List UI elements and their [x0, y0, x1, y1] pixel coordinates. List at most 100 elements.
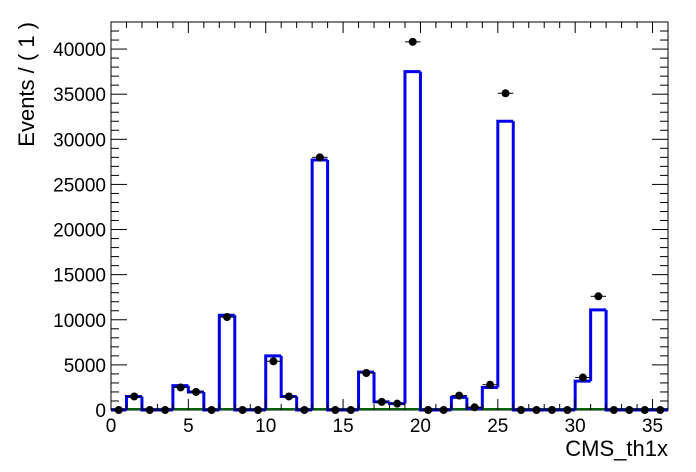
- model-bin-step: [217, 313, 235, 410]
- data-point-marker: [501, 89, 510, 98]
- y-tick-label: 25000: [53, 175, 106, 196]
- data-point: [188, 387, 204, 396]
- model-bin-step: [496, 119, 514, 388]
- y-tick-label: 10000: [53, 311, 106, 332]
- data-point: [559, 406, 576, 414]
- data-point: [451, 391, 467, 400]
- x-tick-label: 20: [410, 416, 431, 437]
- model-bin-step: [403, 70, 421, 404]
- data-point: [404, 37, 421, 46]
- model-bin-step: [480, 385, 498, 409]
- data-point-marker: [563, 406, 572, 414]
- model-bin-step: [233, 315, 251, 412]
- data-point-marker: [300, 406, 309, 414]
- data-point-marker: [424, 406, 433, 414]
- data-point: [126, 392, 142, 401]
- data-point: [203, 406, 220, 414]
- data-point: [575, 373, 591, 382]
- data-point-marker: [439, 406, 448, 414]
- model-bin-step: [264, 354, 282, 410]
- x-axis-title: CMS_th1x: [565, 436, 668, 461]
- data-point: [172, 383, 189, 392]
- data-point-marker: [238, 406, 247, 414]
- data-point-marker: [207, 406, 216, 414]
- data-point: [312, 153, 328, 162]
- data-point: [621, 406, 638, 414]
- data-point-marker: [408, 37, 417, 46]
- data-point-marker: [223, 313, 232, 322]
- y-axis-title: Events / ( 1 ): [14, 22, 39, 147]
- model-bin-step: [357, 370, 375, 410]
- y-tick-label: 20000: [53, 221, 106, 242]
- data-point: [420, 406, 436, 414]
- x-tick-label: 35: [642, 416, 663, 437]
- data-point: [435, 406, 452, 414]
- axes-layer: 0 5 10 15 20 25 30 35 0 5000 10000 15000 20000 25000 3…: [53, 22, 669, 437]
- data-point: [327, 406, 344, 414]
- data-point-marker: [578, 373, 587, 382]
- data-point-marker: [269, 357, 278, 366]
- data-point: [528, 406, 545, 414]
- model-bin-step: [511, 121, 529, 412]
- data-point-marker: [486, 380, 495, 389]
- y-tick-label: 35000: [53, 85, 106, 106]
- data-point-marker: [253, 406, 262, 414]
- data-point: [343, 406, 359, 414]
- y-tick-label: 40000: [53, 40, 106, 61]
- data-point-marker: [377, 397, 386, 406]
- data-point-marker: [594, 292, 603, 301]
- model-bin-step: [589, 308, 607, 382]
- model-histogram-layer: [111, 70, 668, 412]
- y-tick-label: 0: [95, 401, 106, 422]
- data-point: [358, 369, 375, 378]
- data-point-marker: [161, 406, 170, 414]
- y-tick-label: 30000: [53, 130, 106, 151]
- data-point: [141, 406, 158, 414]
- data-point-marker: [609, 406, 618, 414]
- data-point-marker: [470, 403, 479, 412]
- data-point-marker: [362, 369, 371, 378]
- model-bin-step: [418, 71, 436, 412]
- data-point: [281, 392, 297, 401]
- x-tick-label: 5: [183, 416, 194, 437]
- data-point: [219, 313, 235, 322]
- data-point-marker: [547, 406, 556, 414]
- data-point: [374, 397, 390, 406]
- data-point-marker: [284, 392, 293, 401]
- data-point: [513, 406, 529, 414]
- model-bin-step: [573, 379, 591, 410]
- x-tick-label: 25: [487, 416, 508, 437]
- data-point: [250, 406, 266, 414]
- x-tick-label: 10: [255, 416, 276, 437]
- data-point: [466, 403, 483, 412]
- data-point: [265, 357, 282, 366]
- data-point-marker: [176, 383, 185, 392]
- data-point-marker: [130, 392, 139, 401]
- data-point: [482, 380, 498, 389]
- plot-frame: [110, 21, 669, 411]
- y-tick-label: 15000: [53, 266, 106, 287]
- data-point-marker: [455, 391, 464, 400]
- model-bin-step: [326, 160, 344, 412]
- data-points-layer: [111, 37, 668, 414]
- data-point-marker: [331, 406, 340, 414]
- data-point-marker: [517, 406, 526, 414]
- model-bin-step: [372, 372, 390, 404]
- data-point: [296, 406, 313, 414]
- data-point: [389, 399, 405, 408]
- data-point: [497, 89, 514, 98]
- x-tick-label: 15: [333, 416, 354, 437]
- data-point: [157, 406, 173, 414]
- model-bin-step: [279, 355, 297, 398]
- data-point-marker: [315, 153, 324, 162]
- data-point: [637, 406, 653, 414]
- data-point: [590, 292, 607, 301]
- data-point-marker: [145, 406, 154, 414]
- data-point-marker: [192, 387, 201, 396]
- model-bin-step: [604, 309, 622, 412]
- data-point-marker: [625, 406, 634, 414]
- data-point: [544, 406, 560, 414]
- y-tick-label: 5000: [64, 356, 106, 377]
- data-point-marker: [640, 406, 649, 414]
